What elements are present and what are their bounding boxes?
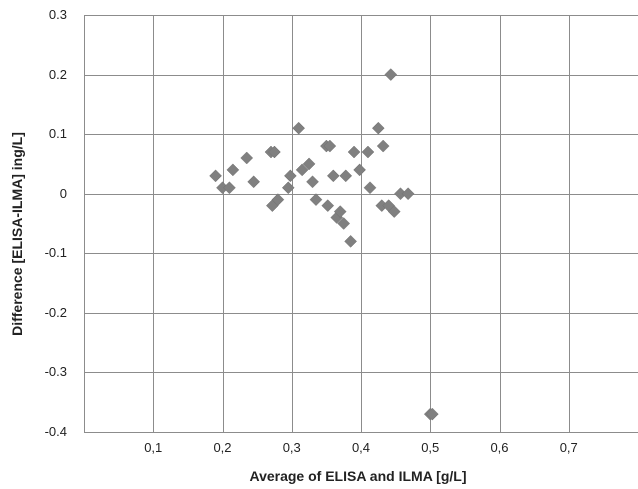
data-point xyxy=(306,175,319,189)
gridlines xyxy=(84,15,638,433)
y-tick-label: 0.1 xyxy=(49,126,67,141)
data-point xyxy=(339,169,353,183)
x-axis-title: Average of ELISA and ILMA [g/L] xyxy=(249,468,466,484)
y-axis-title: Difference [ELISA-ILMA] ing/L] xyxy=(9,132,25,336)
data-point xyxy=(268,145,281,159)
x-tick-label: 0,6 xyxy=(490,440,508,455)
axes xyxy=(84,15,638,433)
x-tick-label: 0,5 xyxy=(421,440,439,455)
y-tick-label: -0.4 xyxy=(45,424,67,439)
data-point xyxy=(271,193,285,207)
data-point xyxy=(353,163,366,177)
x-tick-label: 0,1 xyxy=(144,440,162,455)
data-point xyxy=(321,199,335,212)
data-point xyxy=(361,145,375,159)
y-tick-label: 0 xyxy=(60,186,67,201)
data-point xyxy=(323,139,337,153)
data-points xyxy=(209,68,439,421)
y-tick-label: -0.1 xyxy=(45,245,67,260)
data-point xyxy=(344,235,357,248)
data-point xyxy=(387,205,401,218)
y-tick-label: -0.2 xyxy=(45,305,67,320)
data-point xyxy=(284,169,297,183)
data-point xyxy=(333,205,347,218)
data-point xyxy=(302,157,316,171)
data-point xyxy=(247,175,261,189)
data-point xyxy=(401,187,415,201)
data-point xyxy=(326,169,340,183)
x-tick-labels: 0,1 0,2 0,3 0,4 0,5 0,6 0,7 xyxy=(144,440,578,455)
data-point xyxy=(363,181,377,195)
data-point xyxy=(371,121,385,135)
data-point xyxy=(281,181,295,195)
data-point xyxy=(425,407,439,421)
data-point xyxy=(226,163,240,177)
x-tick-label: 0,7 xyxy=(560,440,578,455)
data-point xyxy=(347,145,361,159)
x-tick-label: 0,2 xyxy=(213,440,231,455)
data-point xyxy=(295,163,309,177)
data-point xyxy=(209,169,222,183)
x-tick-label: 0,3 xyxy=(283,440,301,455)
data-point xyxy=(223,181,236,195)
data-point xyxy=(384,68,398,81)
y-tick-label: 0.3 xyxy=(49,7,67,22)
y-tick-labels: 0.3 0.2 0.1 0 -0.1 -0.2 -0.3 -0.4 xyxy=(45,7,67,439)
data-point xyxy=(309,193,323,207)
data-point xyxy=(337,217,351,230)
x-tick-label: 0,4 xyxy=(352,440,370,455)
data-point xyxy=(240,151,254,165)
y-tick-label: 0.2 xyxy=(49,67,67,82)
data-point xyxy=(376,139,390,153)
data-point xyxy=(292,121,306,135)
y-tick-label: -0.3 xyxy=(45,364,67,379)
